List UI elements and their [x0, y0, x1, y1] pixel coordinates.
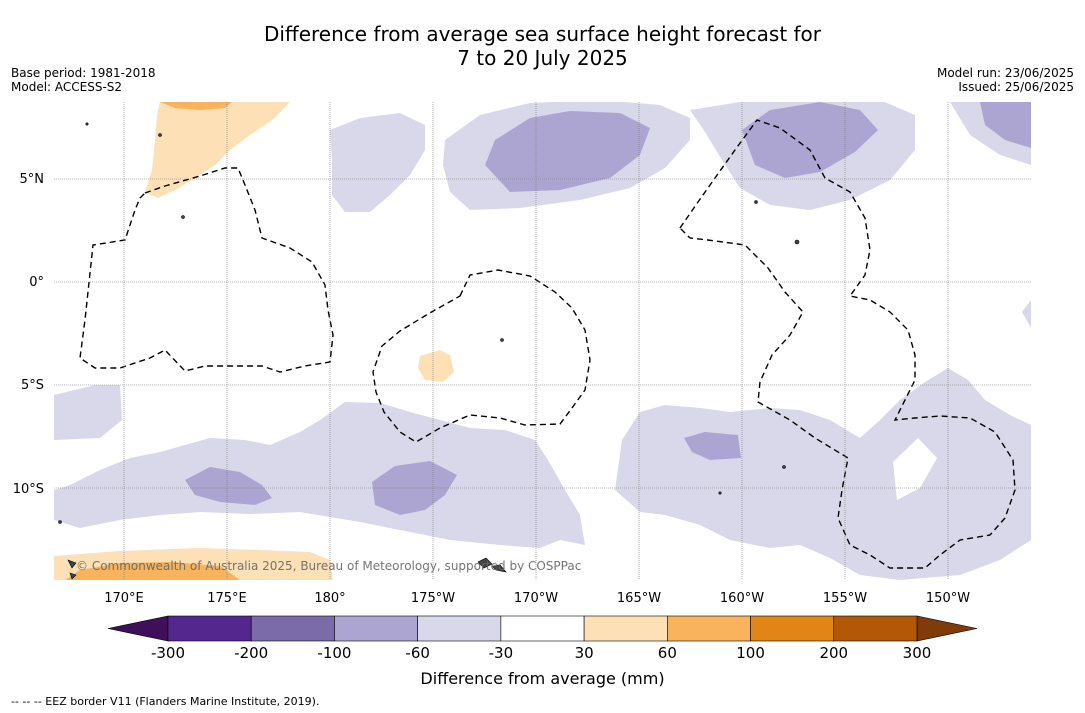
lat-label-5s: 5°S — [21, 378, 44, 393]
map-panel: © Commonwealth of Australia 2025, Bureau… — [54, 102, 1031, 580]
contour-mid-purple-2 — [742, 102, 878, 178]
issued-date: Issued: 25/06/2025 — [958, 80, 1074, 94]
contour-light-purple-5 — [1022, 300, 1031, 328]
colorbar-segment — [667, 615, 751, 642]
eez-border-east — [679, 119, 1016, 569]
contour-light-orange-1 — [145, 102, 290, 198]
colorbar-tick-label: -100 — [317, 644, 351, 662]
lon-label-160w: 160°W — [720, 591, 764, 606]
colorbar-tick-label: 100 — [736, 644, 765, 662]
island-fiji-south — [69, 572, 77, 580]
eez-footnote: -- -- -- EEZ border V11 (Flanders Marine… — [11, 695, 320, 708]
contour-light-purple-7 — [54, 402, 585, 548]
colorbar-segment — [500, 615, 585, 642]
lon-label-155w: 155°W — [823, 591, 867, 606]
lon-label-170w: 170°W — [514, 591, 558, 606]
gridlines — [54, 102, 1031, 580]
lat-label-0: 0° — [29, 275, 44, 290]
contour-neutral-hole — [893, 438, 937, 500]
colorbar-min-arrow — [107, 615, 169, 642]
island-fiji — [67, 559, 77, 569]
lon-label-165w: 165°W — [617, 591, 661, 606]
colorbar-max-arrow — [916, 615, 978, 642]
colorbar-tick-label: -60 — [405, 644, 430, 662]
model-name: Model: ACCESS-S2 — [11, 80, 123, 94]
anomaly-orange — [65, 102, 240, 580]
colorbar-segment — [334, 615, 418, 642]
contour-mid-purple-1 — [485, 111, 650, 192]
island-cook — [782, 465, 786, 469]
island-tokelau — [58, 520, 62, 524]
eez-border-west — [79, 167, 334, 373]
island-christmas — [754, 200, 758, 204]
colorbar-tick-label: -300 — [151, 644, 185, 662]
islands — [58, 122, 800, 580]
contour-orange-1 — [160, 102, 232, 110]
lon-label-175w: 175°W — [411, 591, 455, 606]
island-tuvalu — [181, 215, 185, 219]
colorbar-segment — [167, 615, 252, 642]
lon-label-150w: 150°W — [926, 591, 970, 606]
island-samoa — [477, 557, 493, 569]
lon-label-175e: 175°E — [207, 591, 247, 606]
contour-mid-purple-3 — [980, 102, 1031, 148]
lat-label-5n: 5°N — [20, 172, 45, 187]
meta-right: Model run: 23/06/2025 Issued: 25/06/2025 — [937, 66, 1074, 94]
lon-label-180: 180° — [314, 591, 345, 606]
colorbar-tick-label: 60 — [658, 644, 677, 662]
contour-mid-purple-4 — [185, 467, 272, 505]
island-tonga — [491, 564, 507, 573]
lon-labels: 170°E 175°E 180° 175°W 170°W 165°W 160°W… — [104, 591, 970, 606]
copyright-text: © Commonwealth of Australia 2025, Bureau… — [76, 559, 581, 573]
colorbar-tick-label: -30 — [489, 644, 514, 662]
colorbar-tick-label: 30 — [575, 644, 594, 662]
island-nauru — [85, 122, 89, 126]
island-kiribati — [794, 239, 800, 245]
colorbar-segment — [833, 615, 918, 642]
island-marshall — [158, 133, 162, 137]
contour-light-purple-8 — [615, 368, 1031, 580]
colorbar-segment — [750, 615, 835, 642]
eez-border-central — [372, 269, 591, 443]
colorbar-label: Difference from average (mm) — [420, 669, 665, 688]
lat-labels: 5°N 0° 5°S 10°S — [13, 172, 44, 497]
island-howland — [500, 338, 504, 342]
lat-label-10s: 10°S — [13, 482, 44, 497]
lon-label-170e: 170°E — [104, 591, 144, 606]
map-title: Difference from average sea surface heig… — [0, 22, 1085, 70]
island-wallis — [718, 491, 722, 495]
colorbar-segment — [250, 615, 335, 642]
colorbar-tick-label: 300 — [903, 644, 932, 662]
anomaly-mid-purple — [185, 102, 1031, 515]
contour-mid-purple-6 — [684, 432, 741, 460]
colorbar-segment — [417, 615, 502, 642]
contour-light-orange-2 — [418, 350, 454, 382]
title-line-2: 7 to 20 July 2025 — [457, 46, 628, 70]
contour-light-purple-1 — [330, 113, 425, 212]
meta-left: Base period: 1981-2018 Model: ACCESS-S2 — [11, 66, 156, 94]
title-line-1: Difference from average sea surface heig… — [263, 22, 822, 46]
colorbar-segment — [583, 615, 668, 642]
model-run: Model run: 23/06/2025 — [936, 66, 1074, 80]
eez-borders — [79, 119, 1016, 569]
colorbar-tick-label: -200 — [234, 644, 268, 662]
colorbar-tick-label: 200 — [819, 644, 848, 662]
contour-orange-2 — [65, 562, 240, 580]
contour-light-purple-6 — [54, 385, 122, 440]
colorbar: -300 -200 -100 -60 -30 30 60 100 200 300 — [107, 615, 978, 662]
base-period: Base period: 1981-2018 — [11, 66, 156, 80]
